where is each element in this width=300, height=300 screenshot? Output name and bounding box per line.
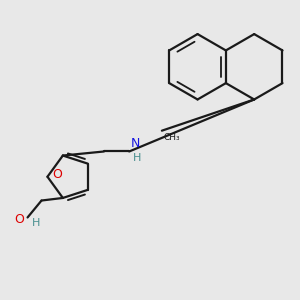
Text: H: H [133, 153, 141, 163]
Text: H: H [32, 218, 40, 228]
Text: O: O [14, 213, 24, 226]
Text: O: O [52, 169, 62, 182]
Text: CH₃: CH₃ [163, 133, 180, 142]
Text: N: N [131, 137, 140, 150]
